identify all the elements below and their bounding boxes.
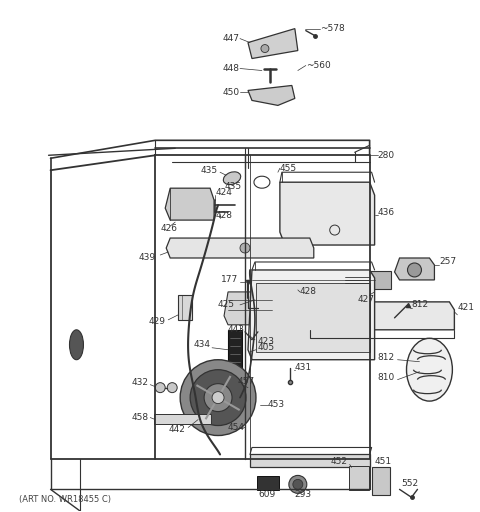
Text: 458: 458: [131, 413, 148, 422]
Polygon shape: [178, 295, 192, 320]
Text: 450: 450: [223, 88, 240, 97]
Text: 609: 609: [258, 490, 275, 499]
Polygon shape: [248, 270, 374, 360]
Text: (ART NO. WR18455 C): (ART NO. WR18455 C): [19, 495, 111, 504]
Text: 812: 812: [411, 301, 429, 309]
Text: 454: 454: [228, 423, 245, 432]
Text: 436: 436: [378, 208, 395, 217]
Text: 425: 425: [218, 301, 235, 309]
Text: 177: 177: [221, 275, 238, 285]
Text: 812: 812: [377, 353, 395, 362]
FancyBboxPatch shape: [369, 271, 391, 289]
Polygon shape: [224, 292, 272, 325]
Polygon shape: [166, 238, 314, 258]
Polygon shape: [395, 258, 434, 280]
Text: 442: 442: [168, 425, 185, 434]
Text: 443: 443: [228, 325, 245, 334]
Polygon shape: [165, 188, 214, 220]
Text: 448: 448: [223, 64, 240, 73]
Circle shape: [155, 382, 165, 393]
Text: 423: 423: [258, 337, 275, 346]
Polygon shape: [250, 455, 370, 467]
Ellipse shape: [70, 330, 84, 360]
Circle shape: [190, 370, 246, 425]
Text: 452: 452: [331, 457, 348, 466]
Text: 552: 552: [402, 479, 419, 488]
Circle shape: [261, 45, 269, 53]
Ellipse shape: [223, 172, 240, 185]
Text: 810: 810: [377, 373, 395, 382]
Text: 257: 257: [439, 258, 456, 266]
Text: 447: 447: [223, 34, 240, 43]
Polygon shape: [248, 29, 298, 58]
Text: 435: 435: [201, 166, 218, 175]
Text: ~560: ~560: [306, 61, 331, 70]
Text: 429: 429: [148, 317, 165, 326]
Circle shape: [180, 360, 256, 436]
Text: 428: 428: [300, 287, 317, 296]
Text: 434: 434: [193, 340, 210, 349]
Text: 435: 435: [225, 182, 242, 190]
Circle shape: [408, 263, 421, 277]
Polygon shape: [372, 467, 390, 495]
Text: 421: 421: [457, 303, 474, 312]
Text: 293: 293: [295, 490, 312, 499]
Text: 280: 280: [378, 151, 395, 160]
Text: 428: 428: [215, 210, 232, 220]
FancyBboxPatch shape: [256, 283, 370, 352]
Text: ~578: ~578: [320, 24, 345, 33]
Polygon shape: [280, 182, 374, 245]
Circle shape: [167, 382, 177, 393]
Text: 453: 453: [268, 400, 285, 409]
Circle shape: [289, 476, 307, 494]
Text: 455: 455: [280, 164, 297, 173]
Text: 424: 424: [215, 188, 232, 197]
FancyBboxPatch shape: [257, 476, 279, 490]
Text: 439: 439: [138, 253, 155, 263]
FancyBboxPatch shape: [348, 466, 369, 490]
Text: 432: 432: [131, 378, 148, 387]
Circle shape: [293, 479, 303, 489]
Circle shape: [240, 243, 250, 253]
Ellipse shape: [407, 338, 452, 401]
Polygon shape: [305, 302, 455, 330]
Text: 457: 457: [238, 377, 255, 386]
FancyBboxPatch shape: [154, 414, 211, 423]
Circle shape: [204, 383, 232, 412]
Text: 431: 431: [295, 363, 312, 372]
Text: 405: 405: [258, 343, 275, 352]
Polygon shape: [248, 86, 295, 105]
Text: 451: 451: [374, 457, 392, 466]
Text: 427: 427: [358, 295, 375, 304]
Text: 426: 426: [160, 224, 177, 232]
Polygon shape: [228, 330, 242, 370]
Circle shape: [212, 392, 224, 403]
